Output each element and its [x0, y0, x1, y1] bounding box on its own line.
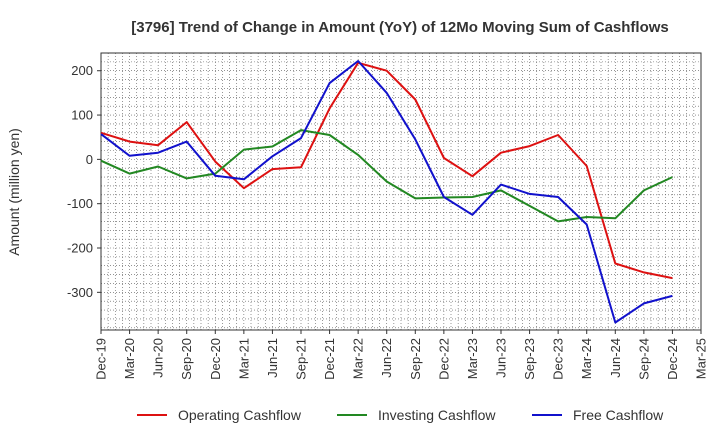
- x-tick-label: Dec-23: [551, 338, 566, 380]
- x-tick-label: Jun-22: [379, 338, 394, 378]
- x-tick-label: Dec-20: [208, 338, 223, 380]
- x-tick-label: Jun-20: [151, 338, 166, 378]
- x-tick-label: Dec-22: [436, 338, 451, 380]
- y-tick-label: 100: [71, 108, 93, 123]
- grid-lines: [100, 52, 702, 330]
- x-tick-label: Dec-21: [322, 338, 337, 380]
- chart-title: [3796] Trend of Change in Amount (YoY) o…: [131, 19, 669, 36]
- y-tick-label: -300: [67, 285, 93, 300]
- x-tick-label: Dec-19: [94, 338, 109, 380]
- x-tick-label: Mar-22: [351, 338, 366, 379]
- x-tick-label: Jun-23: [494, 338, 509, 378]
- legend-label: Free Cashflow: [573, 407, 664, 423]
- series-line-investing-cashflow: [100, 129, 673, 223]
- y-tick-label: -200: [67, 241, 93, 256]
- series-lines: [100, 60, 673, 324]
- x-tick-label: Jun-21: [265, 338, 280, 378]
- legend-label: Operating Cashflow: [178, 407, 302, 423]
- series-line-operating-cashflow: [100, 61, 673, 280]
- y-axis-label: Amount (million yen): [6, 128, 22, 256]
- y-tick-label: 200: [71, 63, 93, 78]
- y-tick-label: 0: [86, 152, 93, 167]
- series-line-free-cashflow: [100, 60, 673, 324]
- plot-area-frame: [100, 52, 702, 331]
- x-tick-label: Sep-21: [294, 338, 309, 380]
- x-tick-label: Sep-23: [522, 338, 537, 380]
- x-tick-label: Sep-22: [408, 338, 423, 380]
- x-tick-label: Mar-21: [236, 338, 251, 379]
- x-tick-label: Jun-24: [608, 338, 623, 378]
- legend-label: Investing Cashflow: [378, 407, 496, 423]
- y-axis-ticks: 200 100 0 -100 -200 -300: [67, 63, 101, 300]
- x-tick-label: Mar-25: [694, 338, 709, 379]
- x-tick-label: Sep-20: [179, 338, 194, 380]
- x-tick-label: Dec-24: [665, 338, 680, 380]
- x-tick-label: Mar-20: [122, 338, 137, 379]
- x-axis-ticks: Dec-19 Mar-20 Jun-20 Sep-20 Dec-20 Mar-21 Jun-…: [94, 330, 709, 380]
- x-tick-label: Sep-24: [636, 338, 651, 380]
- x-tick-label: Mar-23: [465, 338, 480, 379]
- y-tick-label: -100: [67, 196, 93, 211]
- x-tick-label: Mar-24: [579, 338, 594, 379]
- legend: Operating Cashflow Investing Cashflow Free…: [137, 407, 664, 423]
